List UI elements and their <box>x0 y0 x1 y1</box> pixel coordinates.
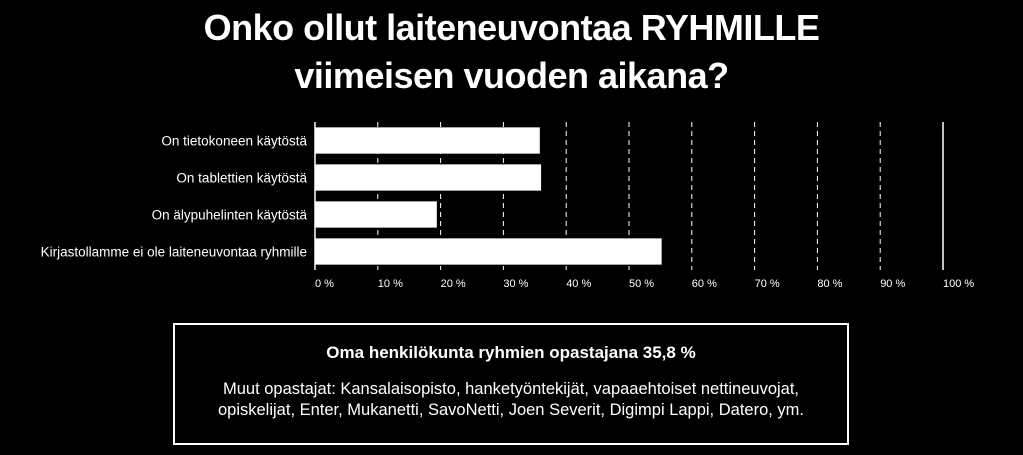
x-tick-label: 80 % <box>817 278 842 290</box>
bar <box>315 238 662 265</box>
x-tick-label: 30 % <box>503 278 528 290</box>
x-tick-label: 0 % <box>315 278 334 290</box>
x-tick-label: 50 % <box>629 278 654 290</box>
bar-chart: 0 % 10 % 20 % 30 % 40 % 50 % 60 % 70 % 80 % 90 % 1… <box>41 122 974 290</box>
chart-title-line1: Onko ollut laiteneuvontaa RYHMILLE <box>203 7 820 48</box>
info-box: Oma henkilökunta ryhmien opastajana 35,8… <box>173 323 849 445</box>
chart-title-line2: viimeisen vuoden aikana? <box>294 55 729 96</box>
x-tick-label: 40 % <box>566 278 591 290</box>
info-text: Muut opastajat: Kansalaisopisto, hankety… <box>217 380 805 419</box>
category-label: On tietokoneen käytöstä <box>161 134 307 149</box>
x-tick-label: 20 % <box>441 278 466 290</box>
bar <box>315 127 540 154</box>
x-tick-label: 60 % <box>692 278 717 290</box>
x-tick-label: 70 % <box>755 278 780 290</box>
bar <box>315 164 542 191</box>
bar <box>315 201 437 228</box>
category-label: On älypuhelinten käytöstä <box>152 208 308 223</box>
x-tick-label: 90 % <box>880 278 905 290</box>
info-heading: Oma henkilökunta ryhmien opastajana 35,8… <box>326 343 696 362</box>
category-label: Kirjastollamme ei ole laiteneuvontaa ryh… <box>41 245 307 260</box>
category-label: On tablettien käytöstä <box>176 171 307 186</box>
x-tick-label: 100 % <box>943 278 974 290</box>
chart-title: Onko ollut laiteneuvontaa RYHMILLE viime… <box>0 4 1023 100</box>
x-tick-label: 10 % <box>378 278 403 290</box>
